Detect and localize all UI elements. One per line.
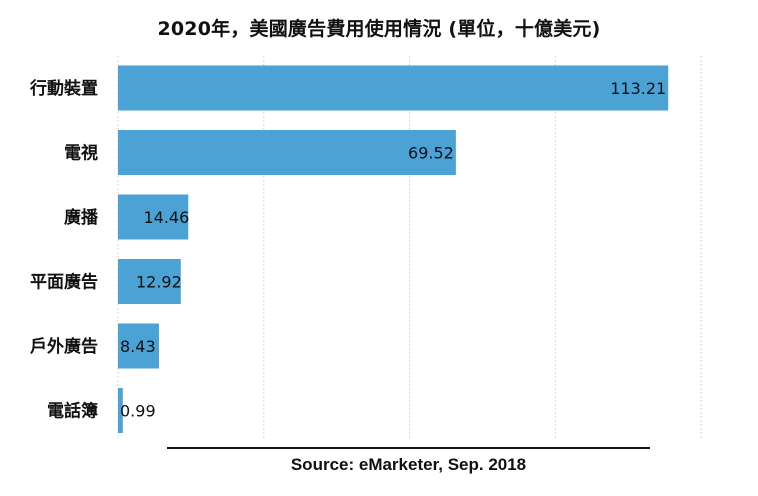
bar (118, 259, 181, 304)
value-label: 8.43 (120, 337, 156, 356)
bar (118, 130, 456, 175)
category-label: 平面廣告 (30, 272, 98, 293)
category-label: 廣播 (64, 207, 99, 228)
labels: 行動裝置 113.21 電視 69.52 廣播 14.46 平面廣告 12.92 戶外廣告 8.4… (29, 78, 666, 422)
bar (118, 194, 189, 240)
category-label: 行動裝置 (29, 78, 98, 99)
bar (118, 388, 123, 433)
gridlines (117, 56, 702, 438)
category-label: 電視 (64, 143, 98, 164)
value-label: 0.99 (120, 402, 156, 421)
value-label: 69.52 (408, 144, 454, 163)
value-label: 113.21 (610, 79, 666, 98)
bars (118, 65, 669, 433)
category-label: 戶外廣告 (30, 336, 98, 357)
value-label: 14.46 (143, 208, 189, 227)
source-divider (167, 447, 650, 449)
category-label: 電話簿 (47, 401, 98, 422)
value-label: 12.92 (136, 273, 182, 292)
bar (118, 65, 669, 111)
source-caption: Source: eMarketer, Sep. 2018 (290, 455, 527, 474)
bar (118, 323, 159, 369)
chart-title: 2020年，美國廣告費用使用情況 (單位，十億美元) (157, 18, 601, 40)
